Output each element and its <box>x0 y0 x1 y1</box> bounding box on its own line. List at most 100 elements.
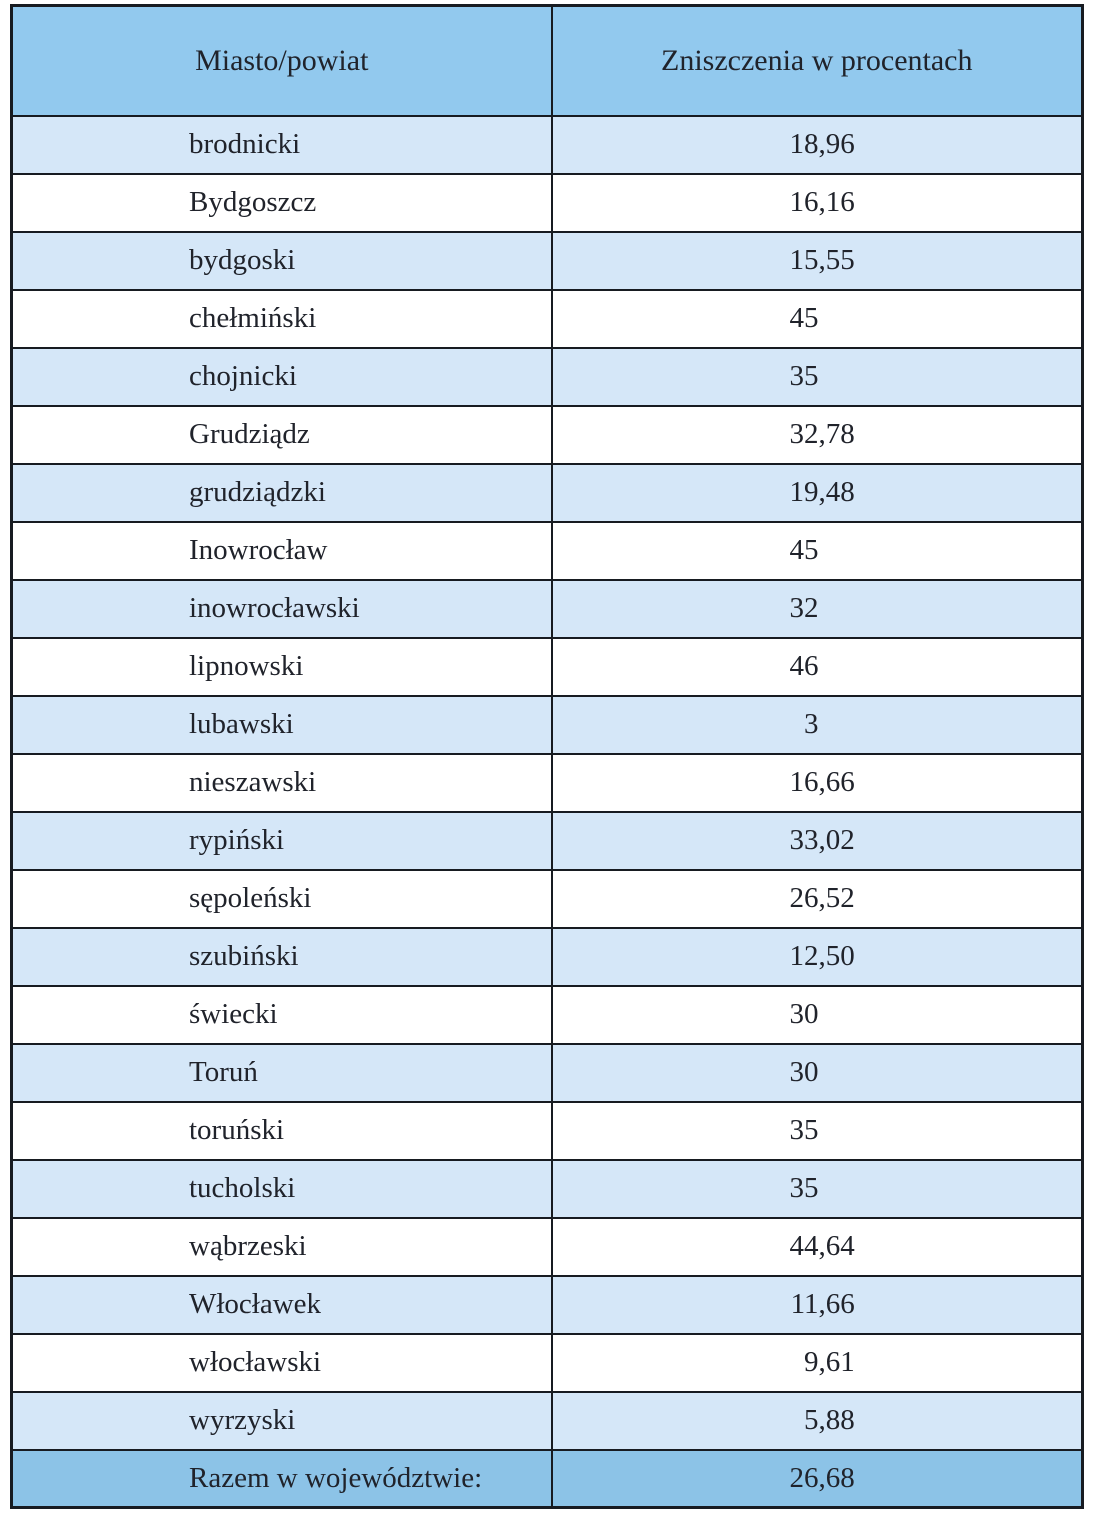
row-value: 15,55 <box>554 244 1081 277</box>
row-value-cell: 35 <box>550 346 1084 407</box>
value-integer-part: 16 <box>789 186 819 218</box>
row-value: 35 <box>554 1172 1081 1205</box>
value-integer-part: 32 <box>789 592 819 624</box>
value-fraction-part: ,16 <box>818 186 855 218</box>
table-row: Grudziądz 32,78 <box>10 404 1084 465</box>
row-value: 16,66 <box>554 766 1081 799</box>
row-value: 32,78 <box>554 418 1081 451</box>
table-row: wąbrzeski 44,64 <box>10 1216 1084 1277</box>
value-fraction-part: ,50 <box>818 940 855 972</box>
row-name-cell: chojnicki <box>10 346 553 407</box>
table-row: Toruń 30 <box>10 1042 1084 1103</box>
value-integer-part: 26 <box>789 1461 819 1494</box>
row-value-cell: 12,50 <box>550 926 1084 987</box>
value-integer-part: 35 <box>789 1172 819 1204</box>
row-value: 32 <box>554 592 1081 625</box>
row-name-cell: nieszawski <box>10 752 553 813</box>
value-fraction-part: ,61 <box>818 1346 855 1378</box>
row-value: 26,68 <box>554 1461 1081 1495</box>
value-integer-part: 11 <box>790 1288 819 1320</box>
row-value: 33,02 <box>554 824 1081 857</box>
table-row: sępoleński 26,52 <box>10 868 1084 929</box>
row-name-cell: inowrocławski <box>10 578 553 639</box>
value-integer-part: 35 <box>789 1114 819 1146</box>
row-value: 5,88 <box>554 1404 1081 1437</box>
value-integer-part: 45 <box>789 302 819 334</box>
total-label-cell: Razem w województwie: <box>10 1448 553 1509</box>
table-row: inowrocławski 32 <box>10 578 1084 639</box>
row-value-cell: 35 <box>550 1158 1084 1219</box>
row-value-cell: 35 <box>550 1100 1084 1161</box>
table-row: tucholski 35 <box>10 1158 1084 1219</box>
value-integer-part: 26 <box>789 882 819 914</box>
total-row: Razem w województwie: 26,68 <box>10 1448 1084 1509</box>
row-name-cell: Bydgoszcz <box>10 172 553 233</box>
row-name-cell: lipnowski <box>10 636 553 697</box>
row-value-cell: 26,52 <box>550 868 1084 929</box>
table-row: szubiński 12,50 <box>10 926 1084 987</box>
row-value-cell: 15,55 <box>550 230 1084 291</box>
value-fraction-part: ,66 <box>818 1288 855 1320</box>
value-fraction-part: ,64 <box>818 1230 855 1262</box>
row-value-cell: 33,02 <box>550 810 1084 871</box>
table-row: nieszawski 16,66 <box>10 752 1084 813</box>
value-integer-part: 19 <box>789 476 819 508</box>
table-row: bydgoski 15,55 <box>10 230 1084 291</box>
value-integer-part: 3 <box>804 708 819 740</box>
value-integer-part: 5 <box>804 1404 819 1436</box>
value-fraction-part: ,88 <box>818 1404 855 1436</box>
row-name-cell: rypiński <box>10 810 553 871</box>
row-value: 45 <box>554 534 1081 567</box>
value-integer-part: 15 <box>789 244 819 276</box>
row-name-cell: grudziądzki <box>10 462 553 523</box>
row-name-cell: toruński <box>10 1100 553 1161</box>
value-integer-part: 33 <box>789 824 819 856</box>
table-row: chojnicki 35 <box>10 346 1084 407</box>
value-fraction-part: ,66 <box>818 766 855 798</box>
value-integer-part: 45 <box>789 534 819 566</box>
row-value: 16,16 <box>554 186 1081 219</box>
row-value-cell: 32 <box>550 578 1084 639</box>
row-value: 9,61 <box>554 1346 1081 1379</box>
value-integer-part: 46 <box>789 650 819 682</box>
table-row: toruński 35 <box>10 1100 1084 1161</box>
row-value-cell: 30 <box>550 1042 1084 1103</box>
row-value-cell: 11,66 <box>550 1274 1084 1335</box>
row-name-cell: chełmiński <box>10 288 553 349</box>
row-value-cell: 46 <box>550 636 1084 697</box>
row-value-cell: 45 <box>550 520 1084 581</box>
row-name-cell: wąbrzeski <box>10 1216 553 1277</box>
row-name-cell: Włocławek <box>10 1274 553 1335</box>
column-header-zniszczenia: Zniszczenia w procentach <box>550 4 1084 117</box>
table-row: Inowrocław 45 <box>10 520 1084 581</box>
value-integer-part: 9 <box>804 1346 819 1378</box>
value-fraction-part: ,52 <box>818 882 855 914</box>
table-row: chełmiński 45 <box>10 288 1084 349</box>
value-integer-part: 35 <box>789 360 819 392</box>
column-header-miasto-powiat: Miasto/powiat <box>10 4 553 117</box>
row-name-cell: Toruń <box>10 1042 553 1103</box>
row-name-cell: Grudziądz <box>10 404 553 465</box>
row-value: 18,96 <box>554 128 1081 161</box>
table-row: brodnicki 18,96 <box>10 114 1084 175</box>
row-value-cell: 30 <box>550 984 1084 1045</box>
row-value: 35 <box>554 360 1081 393</box>
value-integer-part: 44 <box>789 1230 819 1262</box>
row-name-cell: wyrzyski <box>10 1390 553 1451</box>
row-value-cell: 19,48 <box>550 462 1084 523</box>
row-value-cell: 9,61 <box>550 1332 1084 1393</box>
row-value-cell: 16,66 <box>550 752 1084 813</box>
damage-table: Miasto/powiat Zniszczenia w procentach b… <box>10 4 1084 1509</box>
value-fraction-part: ,96 <box>818 128 855 160</box>
row-value: 45 <box>554 302 1081 335</box>
table-row: włocławski 9,61 <box>10 1332 1084 1393</box>
row-value-cell: 45 <box>550 288 1084 349</box>
value-integer-part: 30 <box>789 998 819 1030</box>
row-name-cell: świecki <box>10 984 553 1045</box>
row-name-cell: Inowrocław <box>10 520 553 581</box>
row-value: 46 <box>554 650 1081 683</box>
value-fraction-part: ,68 <box>818 1461 855 1494</box>
table-row: Włocławek 11,66 <box>10 1274 1084 1335</box>
row-name-cell: tucholski <box>10 1158 553 1219</box>
row-value: 19,48 <box>554 476 1081 509</box>
